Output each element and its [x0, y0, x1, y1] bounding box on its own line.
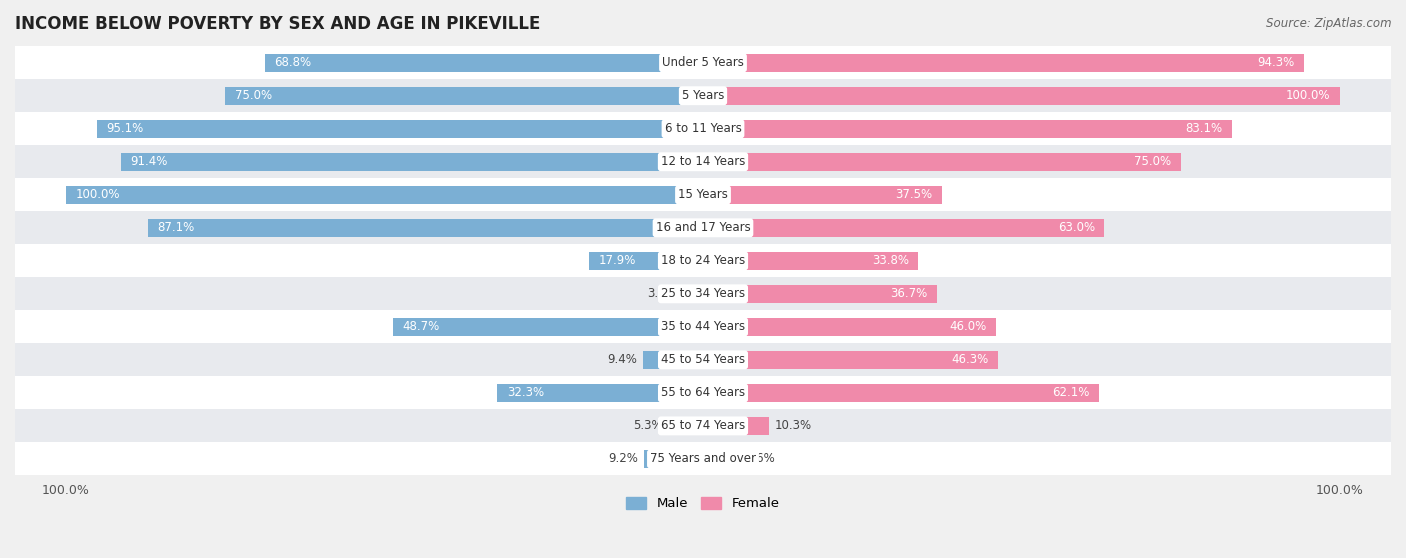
- Bar: [703, 54, 1303, 72]
- Bar: [644, 450, 703, 468]
- Bar: [703, 318, 995, 336]
- Bar: [148, 219, 703, 237]
- Bar: [3, 442, 1403, 475]
- Bar: [3, 277, 1403, 310]
- Text: 9.4%: 9.4%: [607, 353, 637, 367]
- Text: Under 5 Years: Under 5 Years: [662, 56, 744, 69]
- Text: 65 to 74 Years: 65 to 74 Years: [661, 420, 745, 432]
- Text: 75.0%: 75.0%: [1135, 155, 1171, 169]
- Text: 3.1%: 3.1%: [647, 287, 676, 300]
- Text: Source: ZipAtlas.com: Source: ZipAtlas.com: [1267, 17, 1392, 30]
- Bar: [3, 377, 1403, 410]
- Bar: [3, 310, 1403, 343]
- Text: 100.0%: 100.0%: [1286, 89, 1330, 102]
- Text: 95.1%: 95.1%: [107, 122, 143, 135]
- Text: 36.7%: 36.7%: [890, 287, 927, 300]
- Bar: [703, 186, 942, 204]
- Bar: [3, 145, 1403, 178]
- Bar: [3, 410, 1403, 442]
- Bar: [683, 285, 703, 303]
- Text: 94.3%: 94.3%: [1257, 56, 1294, 69]
- Text: 48.7%: 48.7%: [402, 320, 440, 333]
- Text: 5.6%: 5.6%: [745, 453, 775, 465]
- Text: 5 Years: 5 Years: [682, 89, 724, 102]
- Text: 55 to 64 Years: 55 to 64 Years: [661, 386, 745, 400]
- Bar: [3, 79, 1403, 112]
- Text: 63.0%: 63.0%: [1057, 222, 1095, 234]
- Text: 75.0%: 75.0%: [235, 89, 271, 102]
- Text: 12 to 14 Years: 12 to 14 Years: [661, 155, 745, 169]
- Bar: [589, 252, 703, 270]
- Text: 16 and 17 Years: 16 and 17 Years: [655, 222, 751, 234]
- Text: 25 to 34 Years: 25 to 34 Years: [661, 287, 745, 300]
- Text: 17.9%: 17.9%: [599, 254, 636, 267]
- Bar: [703, 417, 769, 435]
- Text: 9.2%: 9.2%: [609, 453, 638, 465]
- Bar: [703, 219, 1104, 237]
- Bar: [703, 252, 918, 270]
- Text: 6 to 11 Years: 6 to 11 Years: [665, 122, 741, 135]
- Text: 100.0%: 100.0%: [76, 188, 120, 201]
- Bar: [703, 384, 1098, 402]
- Bar: [669, 417, 703, 435]
- Text: 91.4%: 91.4%: [131, 155, 167, 169]
- Bar: [3, 46, 1403, 79]
- Text: 33.8%: 33.8%: [872, 254, 908, 267]
- Text: 15 Years: 15 Years: [678, 188, 728, 201]
- Text: 37.5%: 37.5%: [896, 188, 932, 201]
- Text: 68.8%: 68.8%: [274, 56, 311, 69]
- Bar: [225, 86, 703, 105]
- Text: 46.3%: 46.3%: [950, 353, 988, 367]
- Text: 5.3%: 5.3%: [633, 420, 662, 432]
- Bar: [703, 351, 998, 369]
- Bar: [703, 285, 936, 303]
- Bar: [703, 450, 738, 468]
- Text: 10.3%: 10.3%: [775, 420, 813, 432]
- Bar: [3, 112, 1403, 145]
- Bar: [3, 211, 1403, 244]
- Bar: [264, 54, 703, 72]
- Bar: [703, 119, 1233, 138]
- Text: 75 Years and over: 75 Years and over: [650, 453, 756, 465]
- Bar: [3, 343, 1403, 377]
- Text: 35 to 44 Years: 35 to 44 Years: [661, 320, 745, 333]
- Text: 83.1%: 83.1%: [1185, 122, 1223, 135]
- Bar: [703, 153, 1181, 171]
- Bar: [121, 153, 703, 171]
- Bar: [643, 351, 703, 369]
- Bar: [3, 244, 1403, 277]
- Bar: [703, 86, 1340, 105]
- Text: 87.1%: 87.1%: [157, 222, 195, 234]
- Legend: Male, Female: Male, Female: [621, 492, 785, 516]
- Text: 18 to 24 Years: 18 to 24 Years: [661, 254, 745, 267]
- Text: 45 to 54 Years: 45 to 54 Years: [661, 353, 745, 367]
- Bar: [498, 384, 703, 402]
- Bar: [66, 186, 703, 204]
- Bar: [392, 318, 703, 336]
- Bar: [3, 178, 1403, 211]
- Text: 32.3%: 32.3%: [506, 386, 544, 400]
- Text: INCOME BELOW POVERTY BY SEX AND AGE IN PIKEVILLE: INCOME BELOW POVERTY BY SEX AND AGE IN P…: [15, 15, 540, 33]
- Text: 62.1%: 62.1%: [1052, 386, 1090, 400]
- Bar: [97, 119, 703, 138]
- Text: 46.0%: 46.0%: [949, 320, 987, 333]
